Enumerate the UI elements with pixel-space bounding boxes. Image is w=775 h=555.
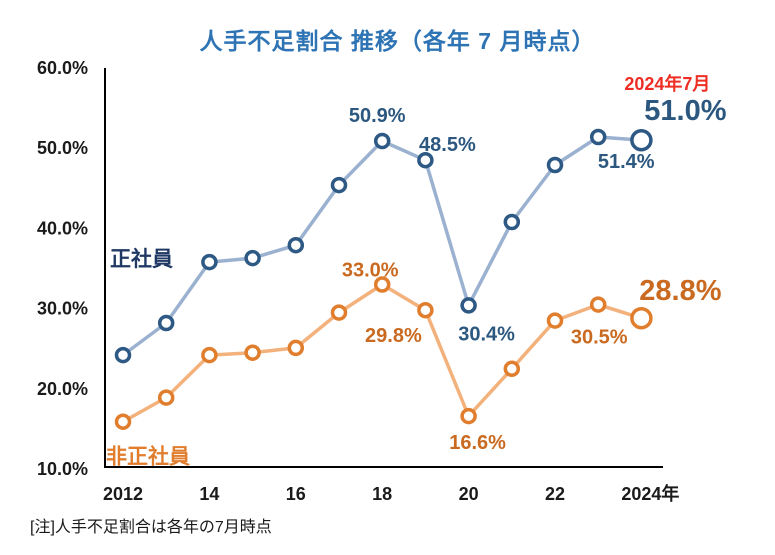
- label-2018-seishain: 50.9%: [349, 105, 406, 127]
- y-tick-label-60: 60.0%: [37, 58, 88, 78]
- series-label-seishain: 正社員: [110, 247, 173, 271]
- label-2019-hiseishain: 29.8%: [365, 325, 422, 347]
- x-tick-label-2012: 2012: [103, 484, 143, 504]
- hiseishain-point-2022: [546, 312, 564, 329]
- seishain-point-2017: [330, 176, 348, 194]
- seishain-point-2016: [287, 236, 305, 254]
- label-2023-hiseishain: 30.5%: [571, 327, 628, 349]
- chart-title: 人手不足割合 推移（各年 7 月時点）: [199, 28, 596, 54]
- chart-footnote: [注]人手不足割合は各年の7月時点: [30, 519, 272, 536]
- x-tick-label-2022: 22: [545, 484, 565, 504]
- y-tick-label-40: 40.0%: [37, 218, 88, 238]
- hiseishain-point-2015: [244, 344, 261, 361]
- y-tick-label-30: 30.0%: [37, 299, 88, 319]
- seishain-point-2012: [114, 346, 132, 364]
- hiseishain-point-2024: [630, 306, 653, 330]
- series-label-hiseishain: 非正社員: [106, 444, 190, 468]
- label-2020-hiseishain: 16.6%: [449, 432, 506, 454]
- x-tick-label-2016: 16: [286, 484, 306, 504]
- label-2018-hiseishain: 33.0%: [342, 260, 399, 282]
- label-2019-seishain: 48.5%: [419, 134, 476, 156]
- x-tick-label-2014: 14: [199, 484, 219, 504]
- y-tick-label-20: 20.0%: [37, 379, 88, 399]
- y-tick-label-10: 10.0%: [37, 459, 88, 479]
- axis-lines: [104, 68, 663, 468]
- hiseishain-point-2016: [287, 339, 305, 357]
- seishain-point-2022: [546, 156, 564, 174]
- seishain-point-2020: [460, 297, 477, 314]
- label-2024-hiseishain: 28.8%: [639, 275, 721, 307]
- hiseishain-point-2023: [589, 296, 607, 313]
- seishain-point-2023: [589, 128, 607, 146]
- label-2020-seishain: 30.4%: [458, 323, 515, 345]
- label-2024-seishain: 51.0%: [644, 95, 726, 127]
- label-2023-seishain: 51.4%: [598, 151, 655, 173]
- seishain-point-2015: [244, 249, 261, 267]
- seishain-point-2018: [373, 132, 391, 150]
- seishain-point-2014: [201, 253, 218, 271]
- hiseishain-line: [121, 282, 644, 424]
- hiseishain-point-2014: [201, 346, 218, 364]
- hiseishain-point-2020: [460, 407, 477, 425]
- hiseishain-point-2018: [373, 276, 391, 293]
- seishain-point-2024: [630, 128, 653, 152]
- x-tick-label-2020: 20: [459, 484, 479, 504]
- y-tick-label-50: 50.0%: [37, 138, 88, 158]
- note-2024-july: 2024年7月: [624, 73, 710, 94]
- seishain-point-2013: [157, 314, 175, 332]
- hiseishain-point-2017: [330, 304, 348, 321]
- seishain-point-2019: [417, 151, 434, 169]
- hiseishain-point-2021: [503, 360, 521, 378]
- hiseishain-point-2013: [157, 389, 175, 406]
- seishain-point-2021: [503, 213, 521, 231]
- hiseishain-point-2012: [114, 413, 132, 430]
- x-tick-label-2018: 18: [372, 484, 392, 504]
- x-tick-label-2024: 2024年: [621, 483, 679, 504]
- seishain-line: [121, 135, 644, 357]
- hiseishain-point-2019: [417, 301, 434, 319]
